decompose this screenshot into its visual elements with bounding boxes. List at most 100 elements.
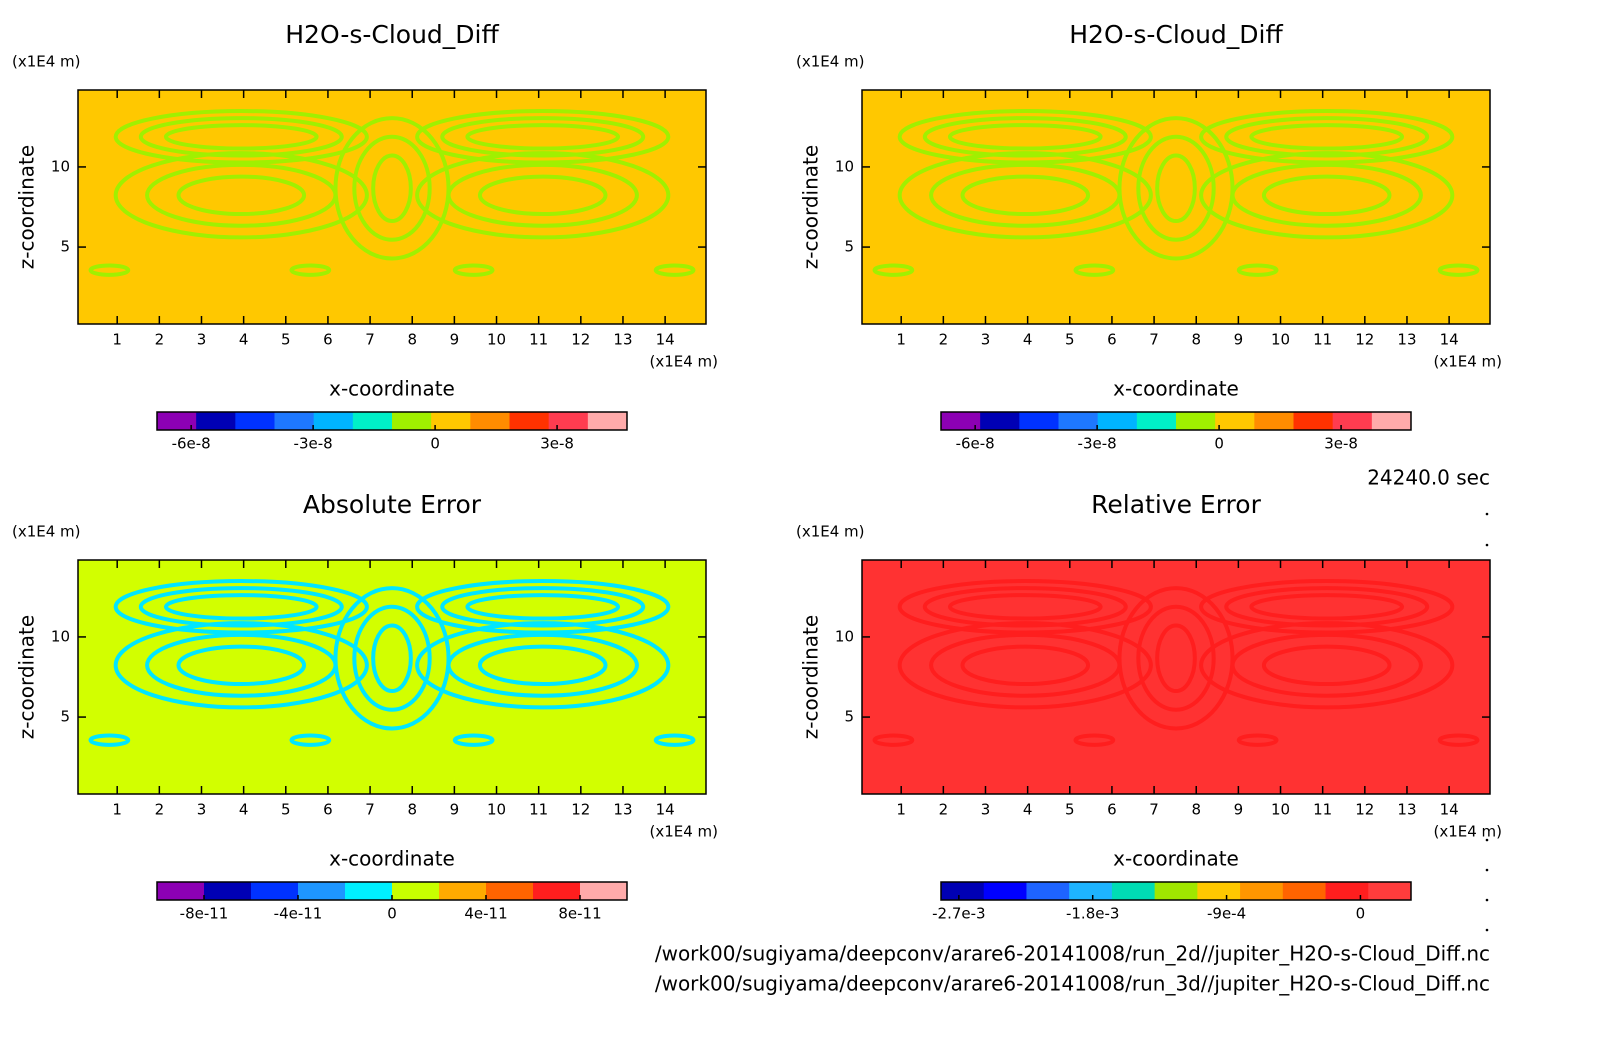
contour-line — [477, 644, 608, 687]
x-tick-label: 3 — [197, 331, 207, 349]
y-axis-label: z-coordinate — [15, 145, 39, 269]
colorbar-box — [1069, 882, 1113, 900]
contour-line — [415, 579, 671, 635]
colorbar-tick-label: -3e-8 — [294, 435, 333, 453]
x-tick-label: 5 — [281, 331, 291, 349]
colorbar-box — [1026, 882, 1070, 900]
y-tick-label: 5 — [60, 238, 70, 256]
plot-frame — [861, 89, 1491, 325]
x-tick-label: 12 — [571, 331, 590, 349]
colorbar-box — [157, 412, 197, 430]
contour-line — [1117, 586, 1235, 731]
x-tick-label: 13 — [613, 801, 632, 819]
x-tick-label: 14 — [1440, 331, 1459, 349]
chart-title: Absolute Error — [303, 490, 482, 519]
colorbar-box — [486, 882, 534, 900]
contour-line — [138, 116, 344, 158]
x-tick-label: 6 — [323, 331, 333, 349]
x-tick-label: 5 — [1065, 801, 1075, 819]
contour-line — [1224, 586, 1430, 628]
colorbar-box — [1058, 412, 1099, 430]
contour-line — [960, 644, 1091, 687]
x-tick-label: 9 — [450, 331, 460, 349]
contour-line — [1199, 109, 1455, 165]
contour-line — [465, 593, 621, 621]
contour-line — [1261, 174, 1392, 217]
colorbar-box — [345, 882, 393, 900]
x-tick-label: 11 — [529, 331, 548, 349]
x-tick-label: 1 — [112, 331, 122, 349]
colorbar-box — [941, 412, 981, 430]
x-axis-label: x-coordinate — [1113, 377, 1239, 401]
colorbar-box — [983, 882, 1027, 900]
y-axis-label: z-coordinate — [799, 615, 823, 739]
y-unit: (x1E4 m) — [796, 53, 865, 71]
contour-line — [452, 733, 495, 747]
contour-line — [333, 586, 451, 731]
dots — [1485, 512, 1489, 932]
contour-line — [440, 116, 646, 158]
colorbar-tick-label: -6e-8 — [172, 435, 211, 453]
x-tick-label: 5 — [1065, 331, 1075, 349]
colorbar-box — [1240, 882, 1284, 900]
contour-line — [1249, 123, 1405, 151]
contour-line — [113, 579, 369, 635]
x-tick-label: 4 — [1023, 801, 1033, 819]
contour-line — [88, 263, 131, 277]
contour-line — [163, 593, 319, 621]
contour-line — [1073, 733, 1116, 747]
contour-line — [176, 174, 307, 217]
contour-line — [872, 263, 915, 277]
contour-line — [138, 586, 344, 628]
plot-frame — [77, 89, 707, 325]
colorbar-box — [274, 412, 315, 430]
contour-line — [477, 174, 608, 217]
colorbar-tick-label: -1.8e-3 — [1066, 905, 1119, 923]
contour-line — [371, 153, 413, 224]
x-tick-label: 7 — [365, 331, 375, 349]
colorbar-box — [313, 412, 354, 430]
x-tick-label: 3 — [981, 801, 991, 819]
colorbar-box — [1154, 882, 1198, 900]
contour-line — [371, 623, 413, 694]
x-tick-label: 8 — [407, 331, 417, 349]
x-tick-label: 14 — [656, 801, 675, 819]
x-tick-label: 10 — [1271, 801, 1290, 819]
y-tick-label: 5 — [844, 238, 854, 256]
colorbar-box — [1019, 412, 1059, 430]
colorbar-tick-label: 4e-11 — [464, 905, 507, 923]
colorbar-box — [1282, 882, 1327, 900]
colorbar-tick-label: -3e-8 — [1078, 435, 1117, 453]
x-tick-label: 12 — [571, 801, 590, 819]
colorbar-box — [1325, 882, 1369, 900]
x-tick-label: 2 — [939, 331, 949, 349]
colorbar-box — [1111, 882, 1156, 900]
colorbar-box — [298, 882, 346, 900]
contour-line — [1199, 579, 1455, 635]
x-tick-label: 6 — [1107, 801, 1117, 819]
x-tick-label: 7 — [1149, 331, 1159, 349]
colorbar-box — [196, 412, 236, 430]
x-tick-label: 8 — [1191, 801, 1201, 819]
contour-line — [113, 109, 369, 165]
contour-line — [960, 174, 1091, 217]
colorbar-frame — [940, 411, 1412, 431]
contour-line — [333, 116, 451, 261]
colorbar-tick-label: 3e-8 — [1324, 435, 1358, 453]
contour-line — [88, 733, 131, 747]
x-tick-label: 5 — [281, 801, 291, 819]
contour-line — [897, 109, 1153, 165]
contour-line — [1249, 593, 1405, 621]
colorbar-box — [1293, 412, 1334, 430]
colorbar-box — [431, 412, 471, 430]
x-tick-label: 9 — [1234, 801, 1244, 819]
x-tick-label: 10 — [487, 801, 506, 819]
contour-line — [922, 586, 1128, 628]
x-tick-label: 1 — [112, 801, 122, 819]
contour-line — [176, 644, 307, 687]
x-tick-label: 9 — [1234, 331, 1244, 349]
x-axis-label: x-coordinate — [329, 377, 455, 401]
contour-line — [897, 621, 1153, 710]
x-tick-label: 1 — [896, 801, 906, 819]
x-tick-label: 4 — [239, 801, 249, 819]
